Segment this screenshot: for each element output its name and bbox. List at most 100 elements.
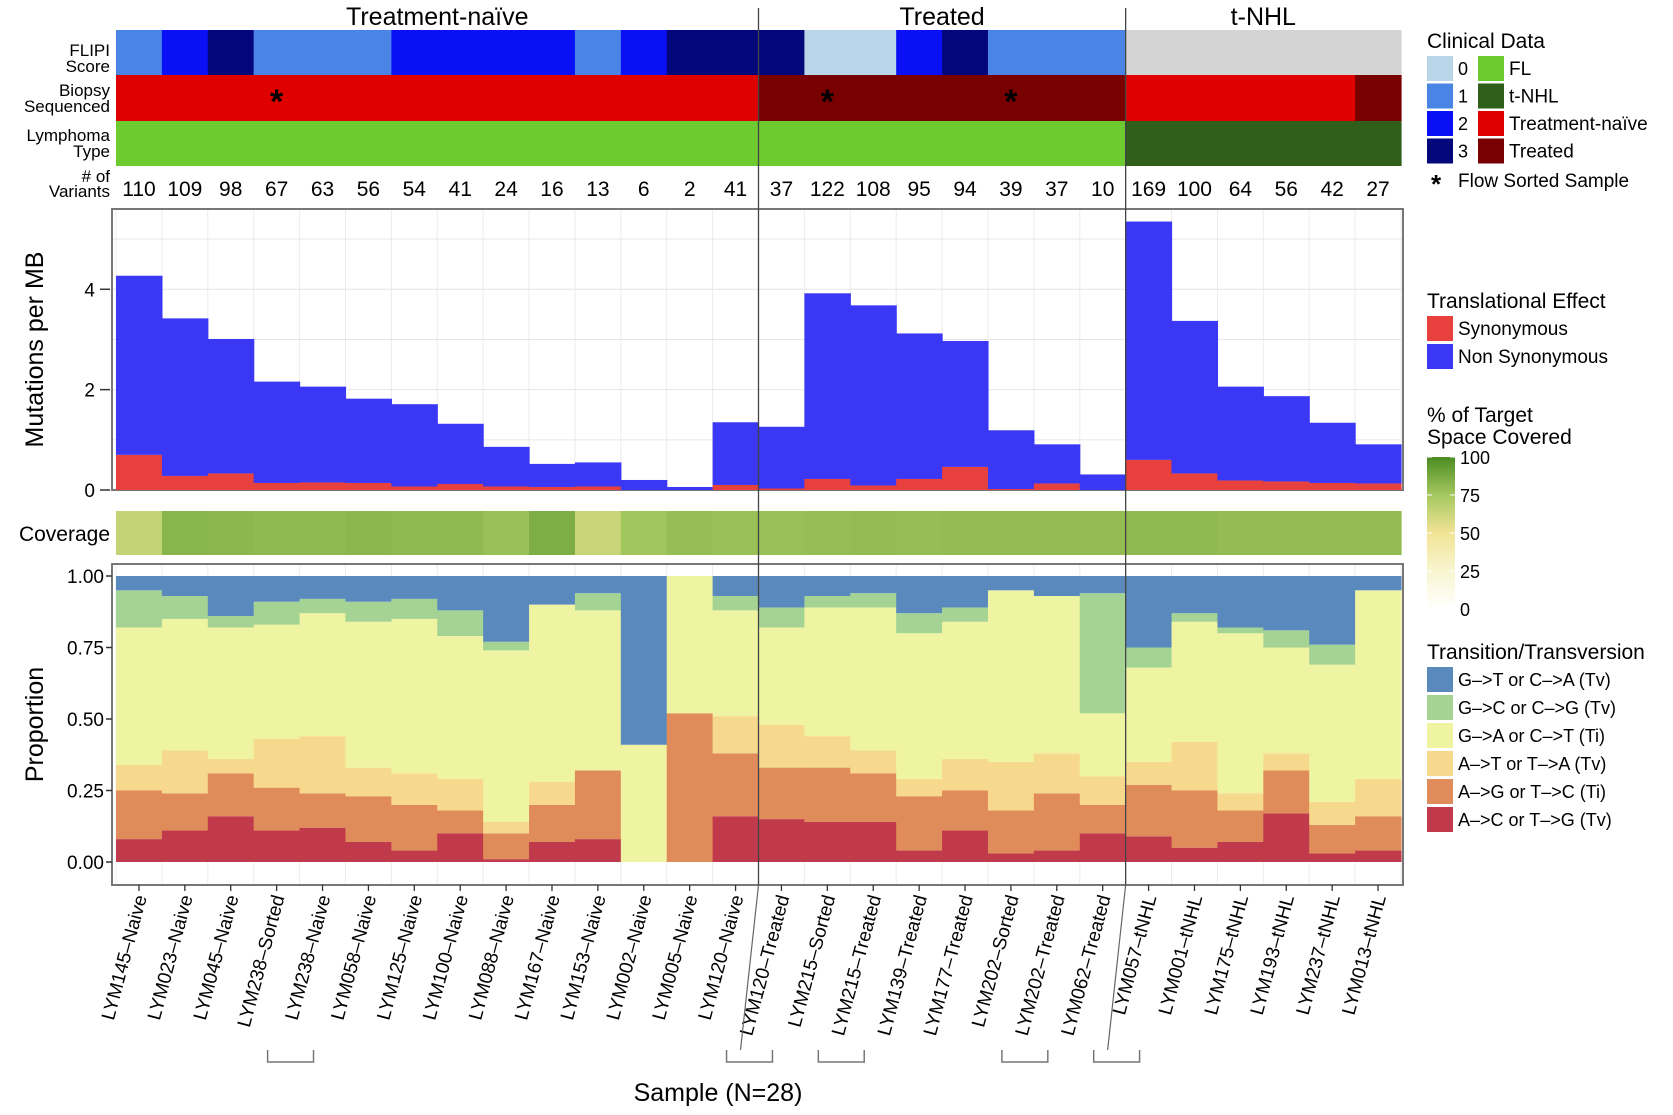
lymphoma-type-cell <box>620 121 668 166</box>
lymphoma-type-cell <box>529 121 576 166</box>
proportion-segment-5 <box>574 576 622 594</box>
proportion-segment-4 <box>299 598 347 614</box>
proportion-segment-1 <box>1125 784 1173 837</box>
proportion-segment-1 <box>345 796 392 842</box>
coverage-cell <box>116 511 163 555</box>
nonsynonymous-bar <box>712 422 760 485</box>
lymphoma-type-cell <box>896 121 943 166</box>
lymphoma-type-cell <box>391 121 438 166</box>
proportion-segment-3 <box>758 627 805 725</box>
proportion-segment-5 <box>483 576 530 642</box>
flow-sorted-marker: * <box>1004 83 1018 121</box>
synonymous-bar <box>1033 483 1081 490</box>
flipi-cell <box>529 30 576 75</box>
proportion-segment-5 <box>942 576 989 608</box>
sample-label: LYM193–tNHL <box>1247 893 1299 1017</box>
synonymous-bar <box>529 486 576 490</box>
proportion-segment-3 <box>345 621 392 768</box>
transition-legend-swatch <box>1427 723 1453 748</box>
lymphoma-type-cell <box>1355 121 1402 166</box>
proportion-segment-2 <box>529 781 576 805</box>
coverage-cell <box>942 511 989 555</box>
lymphoma-type-cell <box>1217 121 1264 166</box>
flipi-cell <box>666 30 714 75</box>
coverage-legend-tick: 50 <box>1460 524 1480 544</box>
transition-legend-label: A–>T or T–>A (Tv) <box>1458 754 1606 774</box>
proportion-segment-1 <box>574 770 622 840</box>
biopsy-cell <box>1079 75 1127 121</box>
clinical-row-label-2: Lymphoma Type <box>27 126 111 161</box>
coverage-cell <box>987 511 1035 555</box>
proportion-segment-3 <box>529 604 576 782</box>
sample-label: LYM153–Naive <box>557 893 611 1023</box>
flipi-cell <box>1171 30 1219 75</box>
flipi-cell <box>345 30 392 75</box>
proportion-segment-3 <box>850 607 897 751</box>
biopsy-cell <box>207 75 255 121</box>
proportion-segment-4 <box>1309 644 1356 665</box>
flow-sorted-legend-label: Flow Sorted Sample <box>1458 171 1629 192</box>
flipi-cell <box>1355 30 1402 75</box>
lymphoma-type-cell <box>1033 121 1081 166</box>
sample-label: LYM058–Naive <box>328 893 382 1023</box>
synonymous-bar <box>1125 459 1173 490</box>
proportion-segment-3 <box>207 627 255 760</box>
clinical-row-label-1: Biopsy Sequenced <box>24 81 111 116</box>
nonsynonymous-bar <box>804 293 851 479</box>
translational-legend-label: Synonymous <box>1458 319 1568 340</box>
proportion-segment-1 <box>804 767 851 822</box>
proportion-segment-3 <box>942 621 989 760</box>
proportion-segment-1 <box>1263 770 1310 814</box>
proportion-y-title: Proportion <box>21 667 49 782</box>
proportion-segment-5 <box>1079 576 1127 594</box>
proportion-segment-3 <box>1125 667 1173 762</box>
proportion-segment-5 <box>804 576 851 597</box>
synonymous-bar <box>1217 480 1264 490</box>
proportion-segment-1 <box>896 796 943 851</box>
proportion-segment-5 <box>1355 576 1402 591</box>
proportion-segment-1 <box>1309 824 1356 854</box>
proportion-segment-4 <box>574 593 622 611</box>
nonsynonymous-bar <box>483 446 530 487</box>
proportion-segment-4 <box>712 596 760 611</box>
proportion-segment-1 <box>1217 810 1264 842</box>
translational-legend-title: Translational Effect <box>1427 290 1606 313</box>
flipi-cell <box>850 30 897 75</box>
proportion-segment-0 <box>437 833 484 862</box>
variant-count: 56 <box>357 178 380 201</box>
coverage-cell <box>1309 511 1356 555</box>
nonsynonymous-bar <box>942 340 989 467</box>
proportion-segment-3 <box>253 624 301 740</box>
lymphoma-type-cell <box>345 121 392 166</box>
group-header-1: Treated <box>899 3 984 31</box>
transition-legend-label: G–>A or C–>T (Ti) <box>1458 726 1605 746</box>
variant-count: 100 <box>1177 178 1212 201</box>
proportion-segment-1 <box>758 767 805 820</box>
proportion-segment-3 <box>483 650 530 822</box>
flipi-cell <box>574 30 622 75</box>
category-legend-swatch <box>1478 56 1504 81</box>
mutations-per-mb-chart: 0 2 4 Mutations per MB <box>21 221 1402 502</box>
proportion-segment-1 <box>1355 816 1402 851</box>
nonsynonymous-bar <box>620 479 668 490</box>
proportion-segment-5 <box>850 576 897 594</box>
proportion-segment-2 <box>712 716 760 754</box>
sample-label: LYM215–Sorted <box>785 893 840 1030</box>
synonymous-bar <box>942 466 989 490</box>
sample-label: LYM013–tNHL <box>1339 893 1391 1017</box>
flow-sorted-marker: * <box>270 83 284 121</box>
coverage-cell <box>574 511 622 555</box>
nonsynonymous-bar <box>116 275 163 455</box>
proportion-segment-0 <box>1355 850 1402 862</box>
biopsy-cell <box>987 75 1035 121</box>
paired-sample-bracket <box>725 1050 774 1063</box>
proportion-segment-0 <box>1171 847 1219 862</box>
variant-count: 108 <box>856 178 891 201</box>
proportion-segment-2 <box>942 759 989 791</box>
coverage-legend-tick: 25 <box>1460 562 1480 582</box>
flipi-legend-swatch <box>1427 111 1453 136</box>
proportion-segment-1 <box>116 790 163 840</box>
proportion-segment-2 <box>207 759 255 774</box>
sample-label: LYM139–Treated <box>874 893 932 1038</box>
proportion-segment-3 <box>987 590 1035 762</box>
